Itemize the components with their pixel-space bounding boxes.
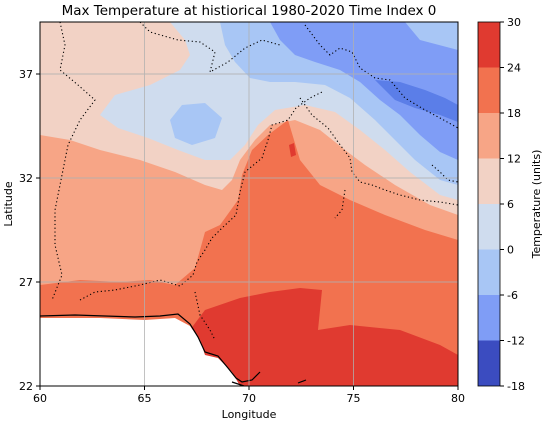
colorbar-tick-label: 30 (507, 16, 521, 29)
colorbar-segment (478, 340, 500, 386)
y-tick-label: 27 (19, 276, 33, 289)
x-tick-label: 60 (33, 392, 47, 405)
contour-band-24-30 (180, 288, 458, 386)
colorbar-segment (478, 22, 500, 68)
colorbar-segment (478, 113, 500, 159)
y-tick-label: 32 (19, 172, 33, 185)
colorbar (477, 21, 504, 387)
colorbar-segment (478, 158, 500, 204)
temperature-contour-plot (40, 22, 458, 386)
colorbar-segment (478, 204, 500, 250)
y-tick-label: 22 (19, 380, 33, 393)
y-axis-label: Latitude (2, 181, 15, 227)
coastline (40, 313, 307, 386)
colorbar-tick-label: 18 (507, 107, 521, 120)
contour-band-minus18-minus12 (375, 80, 458, 122)
country-borders (51, 22, 458, 341)
chart-title: Max Temperature at histiorical 1980-2020… (62, 3, 437, 19)
contour-band-24-30-spot (289, 143, 296, 157)
contour-band-minus12-minus6 (270, 22, 458, 160)
x-axis (39, 386, 459, 390)
y-tick-label: 37 (19, 68, 33, 81)
colorbar-segment (478, 295, 500, 341)
x-tick-label: 70 (242, 392, 256, 405)
colorbar-segment (478, 249, 500, 295)
colorbar-tick-label: -12 (507, 335, 525, 348)
contour-band-minus6-0-pocket (170, 103, 222, 145)
colorbar-tick-label: -18 (507, 380, 525, 393)
colorbar-tick-label: -6 (507, 289, 518, 302)
colorbar-segment (478, 67, 500, 113)
ocean-mask (40, 318, 240, 386)
grid-lines (40, 22, 458, 386)
x-tick-label: 80 (451, 392, 465, 405)
x-tick-label: 75 (347, 392, 361, 405)
colorbar-tick-label: 0 (507, 244, 514, 257)
colorbar-tick-label: 12 (507, 153, 521, 166)
y-axis (36, 73, 40, 387)
colorbar-tick-label: 6 (507, 198, 514, 211)
colorbar-tick-label: 24 (507, 62, 521, 75)
x-tick-label: 65 (138, 392, 152, 405)
x-axis-label: Longitude (222, 408, 277, 421)
colorbar-label: Temperature (units) (530, 150, 543, 260)
